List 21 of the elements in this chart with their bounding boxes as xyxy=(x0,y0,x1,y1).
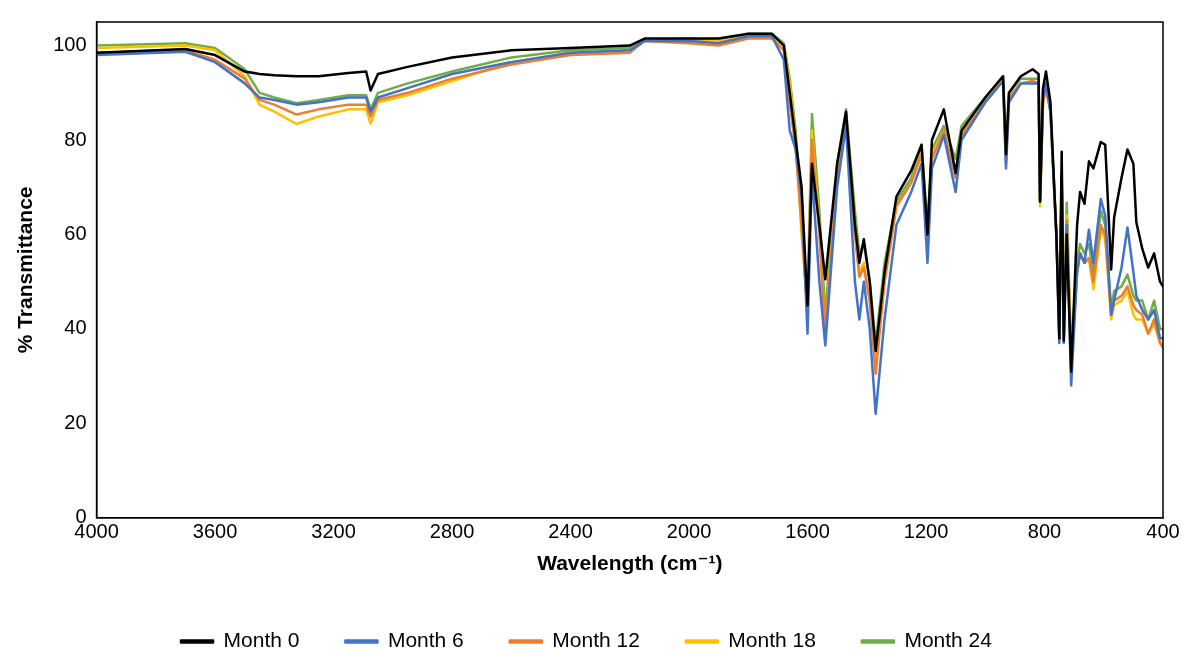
x-tick-label: 2400 xyxy=(548,520,593,543)
x-tick-label: 2800 xyxy=(429,520,475,543)
x-tick-label: 800 xyxy=(1027,520,1062,543)
x-tick-label: 1200 xyxy=(903,520,949,543)
x-tick-label: 400 xyxy=(1146,520,1180,543)
x-tick-label: 3600 xyxy=(192,520,238,543)
y-axis-title: % Transmittance xyxy=(13,186,37,354)
x-tick-label: 3200 xyxy=(311,520,356,543)
y-tick-label: 80 xyxy=(64,127,87,150)
x-tick-label: 1600 xyxy=(785,520,830,543)
y-tick-label: 60 xyxy=(64,222,87,244)
x-tick-label: 2000 xyxy=(666,520,712,543)
legend-label: Month 0 xyxy=(223,628,300,652)
y-tick-label: 40 xyxy=(64,316,87,339)
y-tick-label: 20 xyxy=(64,410,87,433)
x-axis-title: Wavelength (cm⁻¹) xyxy=(537,551,723,575)
legend-label: Month 18 xyxy=(728,628,816,652)
y-tick-label: 100 xyxy=(53,33,87,56)
legend-label: Month 6 xyxy=(387,628,464,652)
legend-label: Month 24 xyxy=(904,628,993,652)
legend-label: Month 12 xyxy=(552,628,640,652)
